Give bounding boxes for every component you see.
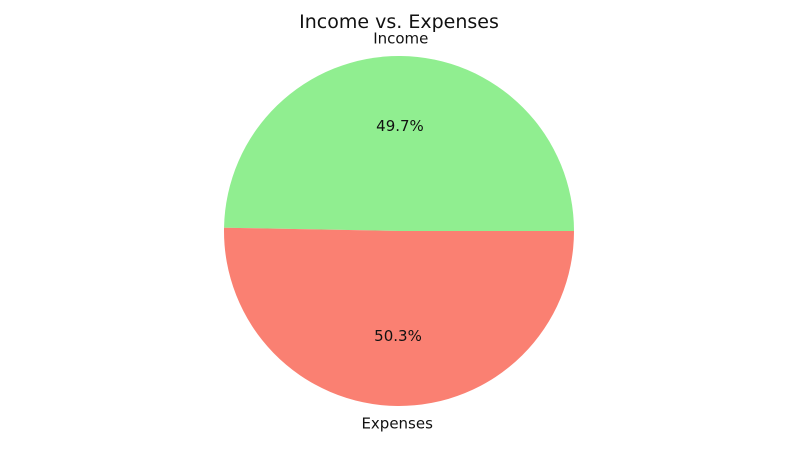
percent-label-expenses: 50.3% <box>374 327 422 345</box>
chart-title: Income vs. Expenses <box>299 11 499 33</box>
pie-slice-expenses <box>224 227 574 406</box>
slice-label-expenses: Expenses <box>361 414 433 432</box>
percent-label-income: 49.7% <box>376 117 424 135</box>
pie-slices <box>224 55 575 406</box>
pie-labels: Income 49.7% Expenses 50.3% <box>361 30 433 433</box>
slice-label-income: Income <box>373 30 428 48</box>
pie-slice-income <box>224 55 575 231</box>
